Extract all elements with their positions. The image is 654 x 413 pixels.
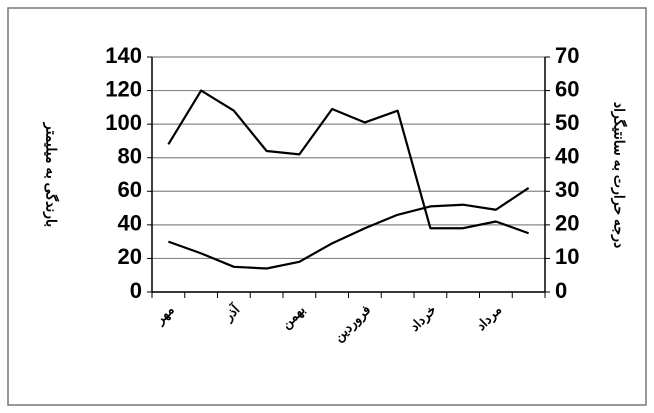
y-tick-label: 60 (118, 177, 142, 202)
y-tick-label: 120 (105, 76, 142, 101)
line-series (168, 187, 530, 270)
y2-tick-label: 30 (555, 177, 579, 202)
y-tick-label: 140 (105, 43, 142, 68)
y-tick-label: 0 (130, 278, 142, 303)
line-series (167, 89, 529, 235)
y2-tick-label: 20 (555, 211, 579, 236)
y-tick-label: 40 (118, 211, 142, 236)
y2-tick-label: 70 (555, 43, 579, 68)
y-tick-label: 20 (118, 244, 142, 269)
y2-tick-label: 10 (555, 244, 579, 269)
y2-tick-label: 60 (555, 76, 579, 101)
y2-axis-label: درجه حرارت به سانتیگراد (610, 102, 627, 248)
y-axis-label: بارندگی به میلیمتر (42, 122, 59, 227)
y2-tick-label: 0 (555, 278, 567, 303)
frame (7, 7, 647, 406)
y-tick-label: 100 (105, 110, 142, 135)
y2-tick-label: 40 (555, 144, 579, 169)
y2-tick-label: 50 (555, 110, 579, 135)
y-tick-label: 80 (118, 144, 142, 169)
